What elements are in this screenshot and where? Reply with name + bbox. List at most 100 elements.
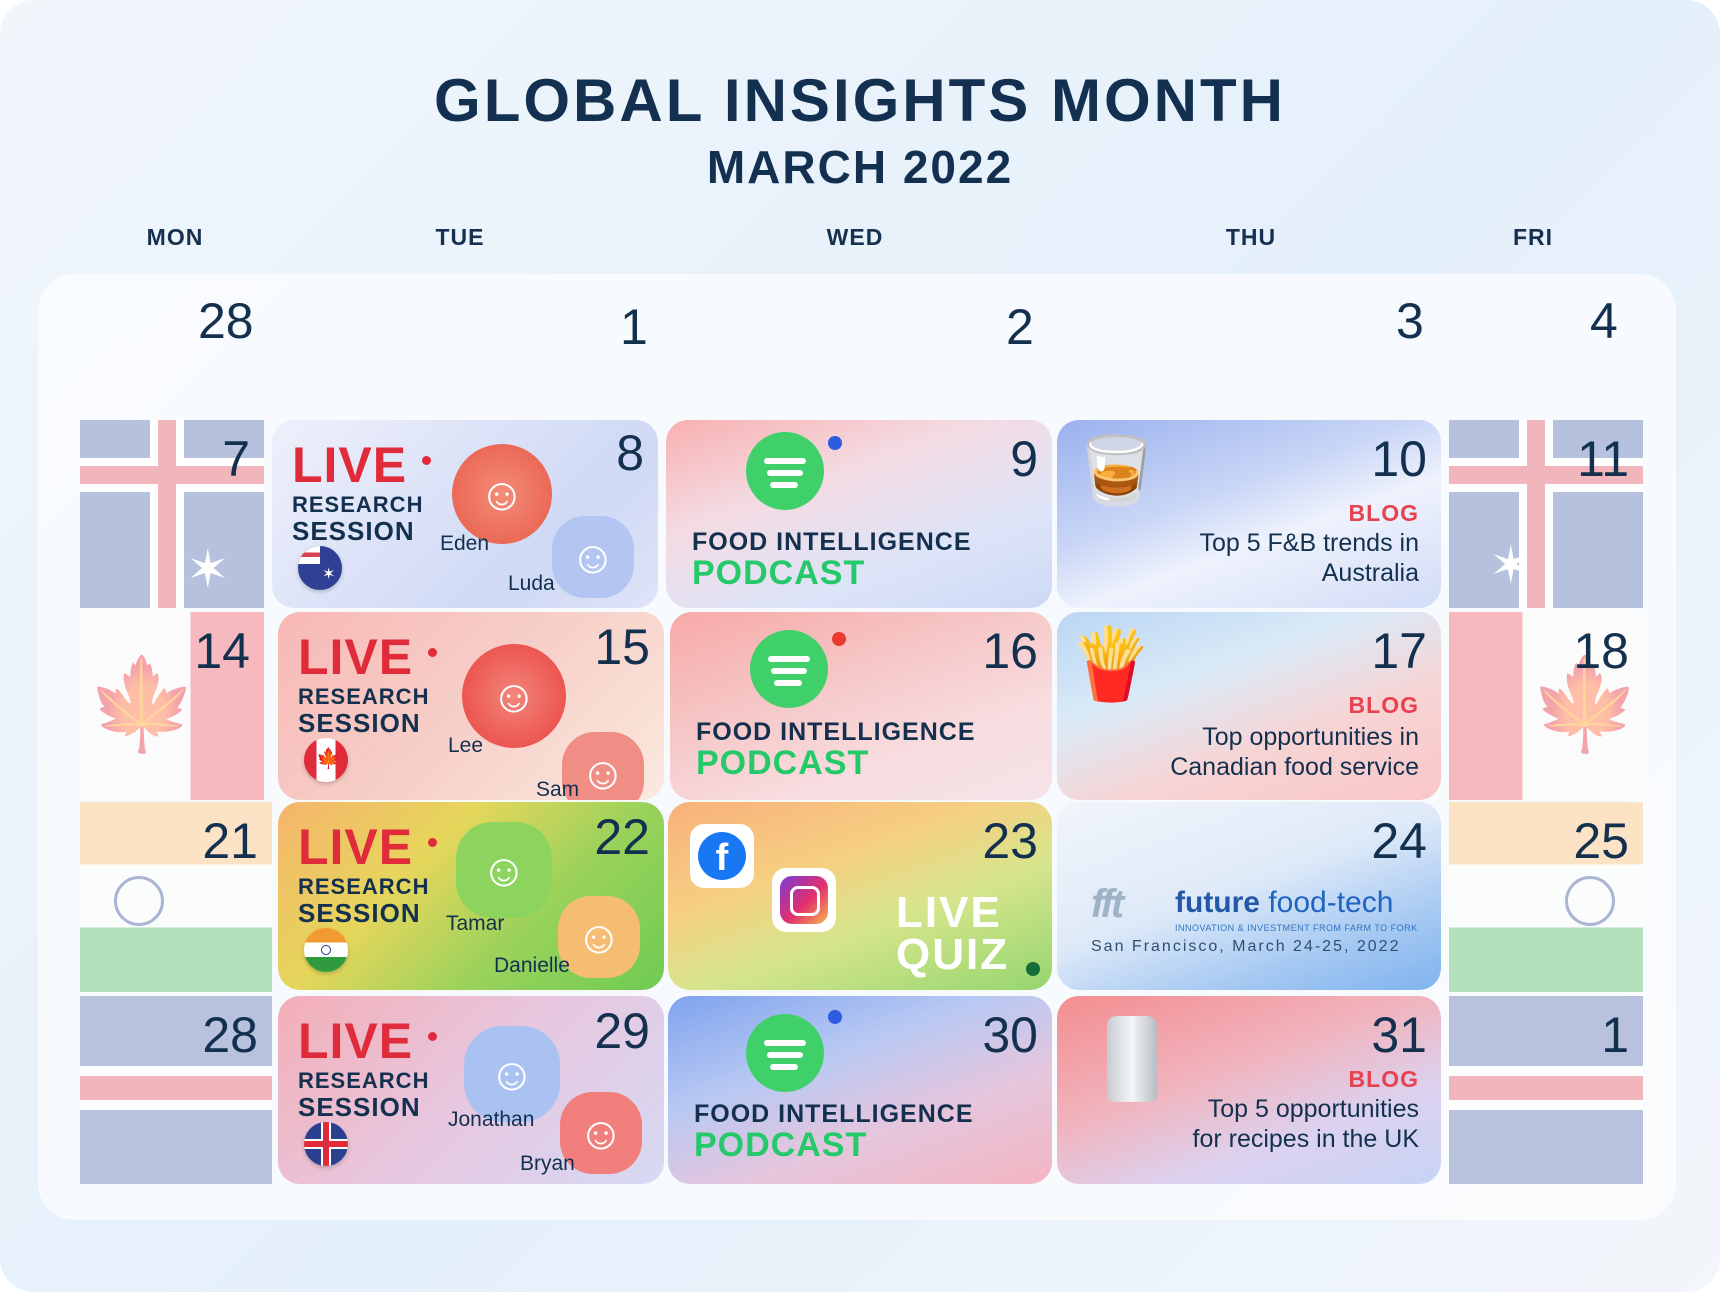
avatar-jonathan: ☺ bbox=[464, 1026, 560, 1122]
event-future-food-tech-24[interactable]: fft future food-tech INNOVATION & INVEST… bbox=[1057, 802, 1441, 990]
date-number: 7 bbox=[222, 431, 250, 487]
day-cell-mar-7[interactable]: ✶ 7 bbox=[80, 420, 264, 608]
session-label: SESSION bbox=[292, 516, 415, 546]
event-blog-17[interactable]: 🍟 BLOG Top opportunities in Canadian foo… bbox=[1057, 612, 1441, 800]
session-label: SESSION bbox=[298, 898, 421, 928]
event-blog-10[interactable]: 🥃 BLOG Top 5 F&B trends in Australia 10 bbox=[1057, 420, 1441, 608]
facebook-icon[interactable]: f bbox=[690, 824, 754, 888]
date-number: 31 bbox=[1371, 1007, 1427, 1063]
research-label: RESEARCH bbox=[298, 1068, 430, 1093]
blue-dot-icon bbox=[828, 1010, 842, 1024]
instagram-icon[interactable] bbox=[772, 868, 836, 932]
event-podcast-16[interactable]: FOOD INTELLIGENCE PODCAST 16 bbox=[670, 612, 1052, 800]
blog-title-line1: Top 5 F&B trends in bbox=[1199, 529, 1419, 557]
day-header-mon: MON bbox=[146, 224, 204, 250]
flag-india-icon bbox=[304, 928, 348, 972]
date-number: 15 bbox=[594, 619, 650, 675]
avatar-danielle: ☺ bbox=[558, 896, 640, 978]
flag-australia-icon: ✶ bbox=[298, 546, 342, 590]
research-label: RESEARCH bbox=[298, 874, 430, 899]
live-dot-icon bbox=[428, 1032, 437, 1041]
fft-event-details: San Francisco, March 24-25, 2022 bbox=[1091, 938, 1401, 955]
day-header-wed: WED bbox=[826, 224, 884, 250]
avatar-name: Sam bbox=[536, 778, 580, 800]
date-number: 10 bbox=[1371, 431, 1427, 487]
live-dot-icon bbox=[422, 456, 431, 465]
flag-canada-icon: 🍁 bbox=[304, 738, 348, 782]
avatar-sam: ☺ bbox=[562, 732, 644, 800]
spotify-icon bbox=[746, 432, 824, 510]
date-number: 22 bbox=[594, 809, 650, 865]
avatar-name: Jonathan bbox=[448, 1108, 535, 1131]
avatar-name: Bryan bbox=[520, 1152, 575, 1175]
event-podcast-30[interactable]: FOOD INTELLIGENCE PODCAST 30 bbox=[668, 996, 1052, 1184]
event-live-research-session-8[interactable]: LIVE RESEARCH SESSION ✶ ☺ Eden ☺ Luda 8 bbox=[272, 420, 658, 608]
date-number: 25 bbox=[1573, 813, 1629, 869]
blog-title-line1: Top 5 opportunities bbox=[1207, 1095, 1419, 1123]
research-label: RESEARCH bbox=[292, 492, 424, 517]
date-number: 23 bbox=[982, 813, 1038, 869]
avatar-name: Eden bbox=[440, 532, 490, 555]
day-cell-mar-25[interactable]: 25 bbox=[1449, 802, 1643, 992]
fft-logo: fft bbox=[1091, 882, 1124, 926]
live-label: LIVE bbox=[298, 819, 414, 875]
event-live-research-session-22[interactable]: LIVE RESEARCH SESSION ☺ Tamar ☺ Danielle… bbox=[278, 802, 664, 990]
day-cell-apr-1[interactable]: 1 bbox=[1449, 996, 1643, 1184]
date-number: 24 bbox=[1371, 813, 1427, 869]
date-number: 17 bbox=[1371, 623, 1427, 679]
event-live-research-session-29[interactable]: LIVE RESEARCH SESSION ☺ Jonathan ☺ Bryan… bbox=[278, 996, 664, 1184]
day-header-tue: TUE bbox=[435, 224, 485, 250]
event-live-quiz-23[interactable]: f LIVE QUIZ 23 bbox=[668, 802, 1052, 990]
avatar-lee: ☺ bbox=[462, 644, 566, 748]
page-subtitle: MARCH 2022 bbox=[706, 141, 1014, 193]
salt-shaker-icon bbox=[1107, 1016, 1157, 1102]
podcast-title: FOOD INTELLIGENCE bbox=[696, 718, 976, 746]
day-cell-mar-21[interactable]: 21 bbox=[80, 802, 272, 992]
red-dot-icon bbox=[832, 632, 846, 646]
date-number: 29 bbox=[594, 1003, 650, 1059]
blue-dot-icon bbox=[828, 436, 842, 450]
blog-title-line2: Canadian food service bbox=[1170, 753, 1419, 781]
date-number: 8 bbox=[616, 425, 644, 481]
avatar-name: Lee bbox=[448, 734, 484, 757]
event-blog-31[interactable]: BLOG Top 5 opportunities for recipes in … bbox=[1057, 996, 1441, 1184]
live-label: LIVE bbox=[292, 437, 408, 493]
flag-uk-icon bbox=[304, 1122, 348, 1166]
date-number: 28 bbox=[202, 1007, 258, 1063]
date-number: 9 bbox=[1010, 431, 1038, 487]
date-number: 11 bbox=[1577, 431, 1629, 487]
avatar-name: Danielle bbox=[494, 954, 570, 977]
cocktail-icon: 🥃 bbox=[1075, 433, 1158, 507]
podcast-label: PODCAST bbox=[694, 1126, 868, 1164]
podcast-title: FOOD INTELLIGENCE bbox=[694, 1100, 974, 1128]
date-mar-2: 2 bbox=[1006, 299, 1034, 355]
blog-title-line2: Australia bbox=[1321, 559, 1419, 587]
date-number: 14 bbox=[194, 623, 250, 679]
day-cell-mar-11[interactable]: ✶ 11 bbox=[1449, 420, 1643, 608]
date-number: 21 bbox=[202, 813, 258, 869]
fft-brand: future food-tech bbox=[1175, 886, 1394, 919]
research-label: RESEARCH bbox=[298, 684, 430, 709]
day-cell-mar-28[interactable]: 28 bbox=[80, 996, 272, 1184]
podcast-title: FOOD INTELLIGENCE bbox=[692, 528, 972, 556]
quiz-live-label: LIVE bbox=[896, 888, 1002, 937]
avatar-name: Luda bbox=[508, 572, 555, 595]
blog-title-line2: for recipes in the UK bbox=[1192, 1125, 1420, 1153]
date-number: 16 bbox=[982, 623, 1038, 679]
event-podcast-9[interactable]: FOOD INTELLIGENCE PODCAST 9 bbox=[666, 420, 1052, 608]
avatar-eden: ☺ bbox=[452, 444, 552, 544]
day-header-fri: FRI bbox=[1512, 224, 1554, 250]
day-cell-mar-18[interactable]: 🍁 18 bbox=[1449, 612, 1643, 800]
poutine-icon: 🍟 bbox=[1067, 625, 1155, 703]
live-label: LIVE bbox=[298, 629, 414, 685]
podcast-label: PODCAST bbox=[692, 554, 866, 592]
event-live-research-session-15[interactable]: LIVE RESEARCH SESSION 🍁 ☺ Lee ☺ Sam 15 bbox=[278, 612, 664, 800]
session-label: SESSION bbox=[298, 708, 421, 738]
date-number: 30 bbox=[982, 1007, 1038, 1063]
date-mar-1: 1 bbox=[620, 299, 648, 355]
day-cell-mar-14[interactable]: 🍁 14 bbox=[80, 612, 264, 800]
avatar-name: Tamar bbox=[446, 912, 505, 935]
live-dot-icon bbox=[428, 648, 437, 657]
live-label: LIVE bbox=[298, 1013, 414, 1069]
